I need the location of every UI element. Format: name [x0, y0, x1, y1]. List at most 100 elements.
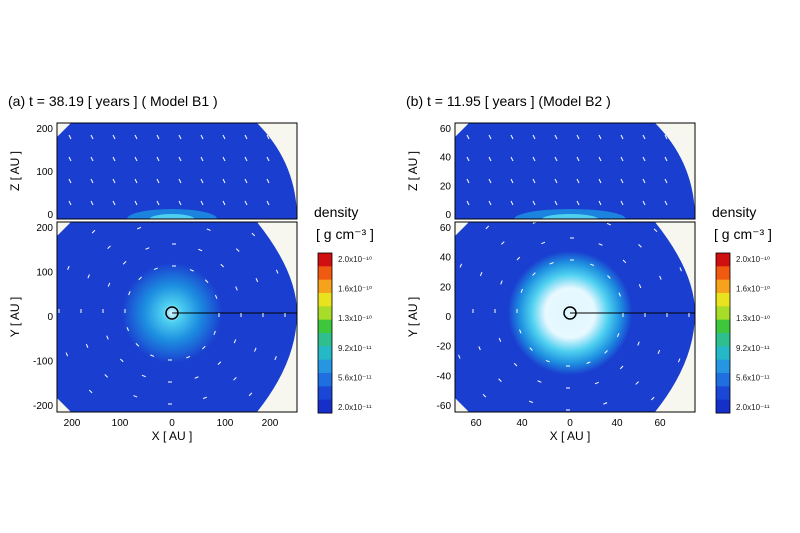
panel-a-velocity-vector [88, 389, 93, 394]
panel-a-top-vector [90, 200, 94, 206]
panel-a-velocity-vector [233, 376, 237, 381]
panel-a-velocity-vector [212, 417, 216, 419]
panel-a-top-ytick: 0 [47, 210, 53, 221]
colorbar-swatch [318, 319, 332, 334]
panel-a-velocity-vector [206, 228, 211, 231]
panel-a-top-vector [112, 178, 116, 184]
panel-b-top-vector [664, 156, 668, 162]
panel-a-top-vector [112, 200, 116, 206]
panel-b-top-vector [510, 200, 514, 206]
panel-b-xtick: 40 [611, 418, 623, 429]
panel-a-top-vector [134, 156, 138, 162]
panel-a-velocity-vector [248, 392, 253, 397]
colorbar-label: 5.6x10⁻¹¹ [736, 373, 770, 382]
panel-a-top-density-field [57, 123, 297, 219]
panel-a-velocity-vector [274, 356, 277, 361]
panel-b-velocity-vector [519, 329, 522, 334]
colorbar-swatch [716, 399, 730, 414]
panel-a-top-vector [200, 200, 204, 206]
panel-b-velocity-vector [622, 259, 627, 264]
panel-b-velocity-vector [586, 361, 591, 364]
panel-b-velocity-vector [482, 393, 487, 398]
panel-a-top-vector [244, 200, 248, 206]
panel-a-top-vector [134, 134, 138, 140]
panel-a-velocity-vector [107, 282, 111, 287]
colorbar-title: density [314, 204, 358, 220]
panel-b-top-vector [576, 134, 580, 140]
panel-b-bottom-map [455, 222, 695, 412]
panel-b-top-vector [466, 178, 470, 184]
panel-b-top-vector [598, 200, 602, 206]
colorbar-label: 2.0x10⁻¹¹ [338, 403, 372, 412]
panel-b-velocity-vector [679, 267, 682, 272]
panel-b-velocity-vector [590, 263, 595, 267]
panel-a-velocity-vector [126, 327, 130, 332]
panel-a-velocity-vector [204, 279, 209, 283]
panel-b-top-vector [532, 178, 536, 184]
colorbar-swatch [716, 333, 730, 347]
panel-b-velocity-vector [659, 275, 662, 280]
panel-b-velocity-vector [677, 358, 681, 363]
panel-a-bottom-map [57, 222, 297, 419]
colorbar-swatch [318, 346, 332, 361]
panel-b-top-density-field [455, 123, 695, 219]
panel-a-top-ytick: 200 [36, 124, 53, 135]
panel-a-top-map [57, 123, 297, 219]
panel-a-velocity-vector [107, 245, 111, 250]
panel-b-bottom-ytick: -60 [437, 401, 452, 412]
panel-b-velocity-vector [459, 263, 463, 268]
panel-a-top-vector [178, 178, 182, 184]
panel-a-top-vector [156, 156, 160, 162]
panel-b-top-vector [466, 156, 470, 162]
colorbar-label: 9.2x10⁻¹¹ [338, 344, 372, 353]
colorbar-swatch [318, 266, 332, 281]
panel-b-top-frame [454, 122, 696, 220]
panel-b-top-vector [664, 134, 668, 140]
panel-a-xtick: 200 [64, 418, 81, 429]
panel-a-velocity-vector [255, 277, 259, 283]
panel-b-velocity-vector [606, 222, 612, 226]
panel-b-velocity-vector [501, 241, 505, 245]
panel-b-top-ytick: 0 [445, 210, 451, 221]
panel-a-velocity-vector [120, 358, 124, 363]
colorbar-label: 1.6x10⁻¹⁰ [736, 285, 770, 294]
panel-b-velocity-vector [607, 275, 611, 279]
panel-a-top-vector [156, 200, 160, 206]
colorbar-swatch [318, 359, 332, 374]
colorbar-swatch [716, 373, 730, 387]
panel-b-top-vector [620, 178, 624, 184]
panel-b-top-vector [642, 200, 646, 206]
panel-b-velocity-vector [638, 244, 642, 248]
panel-b-velocity-vector [618, 292, 621, 297]
panel-a-velocity-vector [87, 274, 90, 279]
panel-b-top-ytick: 60 [440, 124, 452, 135]
panel-a-top-vector [156, 178, 160, 184]
panel-b-bottom-ylabel: Y [ AU ] [406, 297, 420, 337]
panel-a-velocity-vector [194, 376, 199, 379]
panel-a-velocity-vector [128, 291, 131, 296]
panel-b-top-vector [554, 134, 558, 140]
panel-b-velocity-vector [485, 225, 490, 230]
panel-a-top-ytick: 100 [36, 167, 53, 178]
panel-a-top-vector [90, 178, 94, 184]
panel-b-top-vector [642, 156, 646, 162]
panel-a-top-vector [134, 200, 138, 206]
panel-b-velocity-vector [516, 256, 521, 261]
panel-b-velocity-vector [500, 280, 503, 285]
panel-a-top-vector [222, 178, 226, 184]
panel-a-xtick: 100 [217, 418, 234, 429]
panel-a-xtick: 200 [262, 418, 279, 429]
panel-a-velocity-vector [106, 335, 109, 340]
panel-b-top-vector [488, 200, 492, 206]
colorbar-swatch [716, 359, 730, 374]
panel-b-top-vector [554, 200, 558, 206]
panel-b-plot: 60 40 20 0 60 40 20 0 -20 -40 -60 60 40 0 40 60 X [ AU ]… [406, 122, 696, 443]
panel-b-top-vector [488, 134, 492, 140]
panel-b-top-vector [554, 178, 558, 184]
panel-a-velocity-vector [141, 374, 146, 378]
panel-b-velocity-vector [549, 262, 554, 265]
panel-b-top-vector [620, 200, 624, 206]
panel-b-top-vector [642, 134, 646, 140]
colorbar-swatch [716, 386, 730, 401]
